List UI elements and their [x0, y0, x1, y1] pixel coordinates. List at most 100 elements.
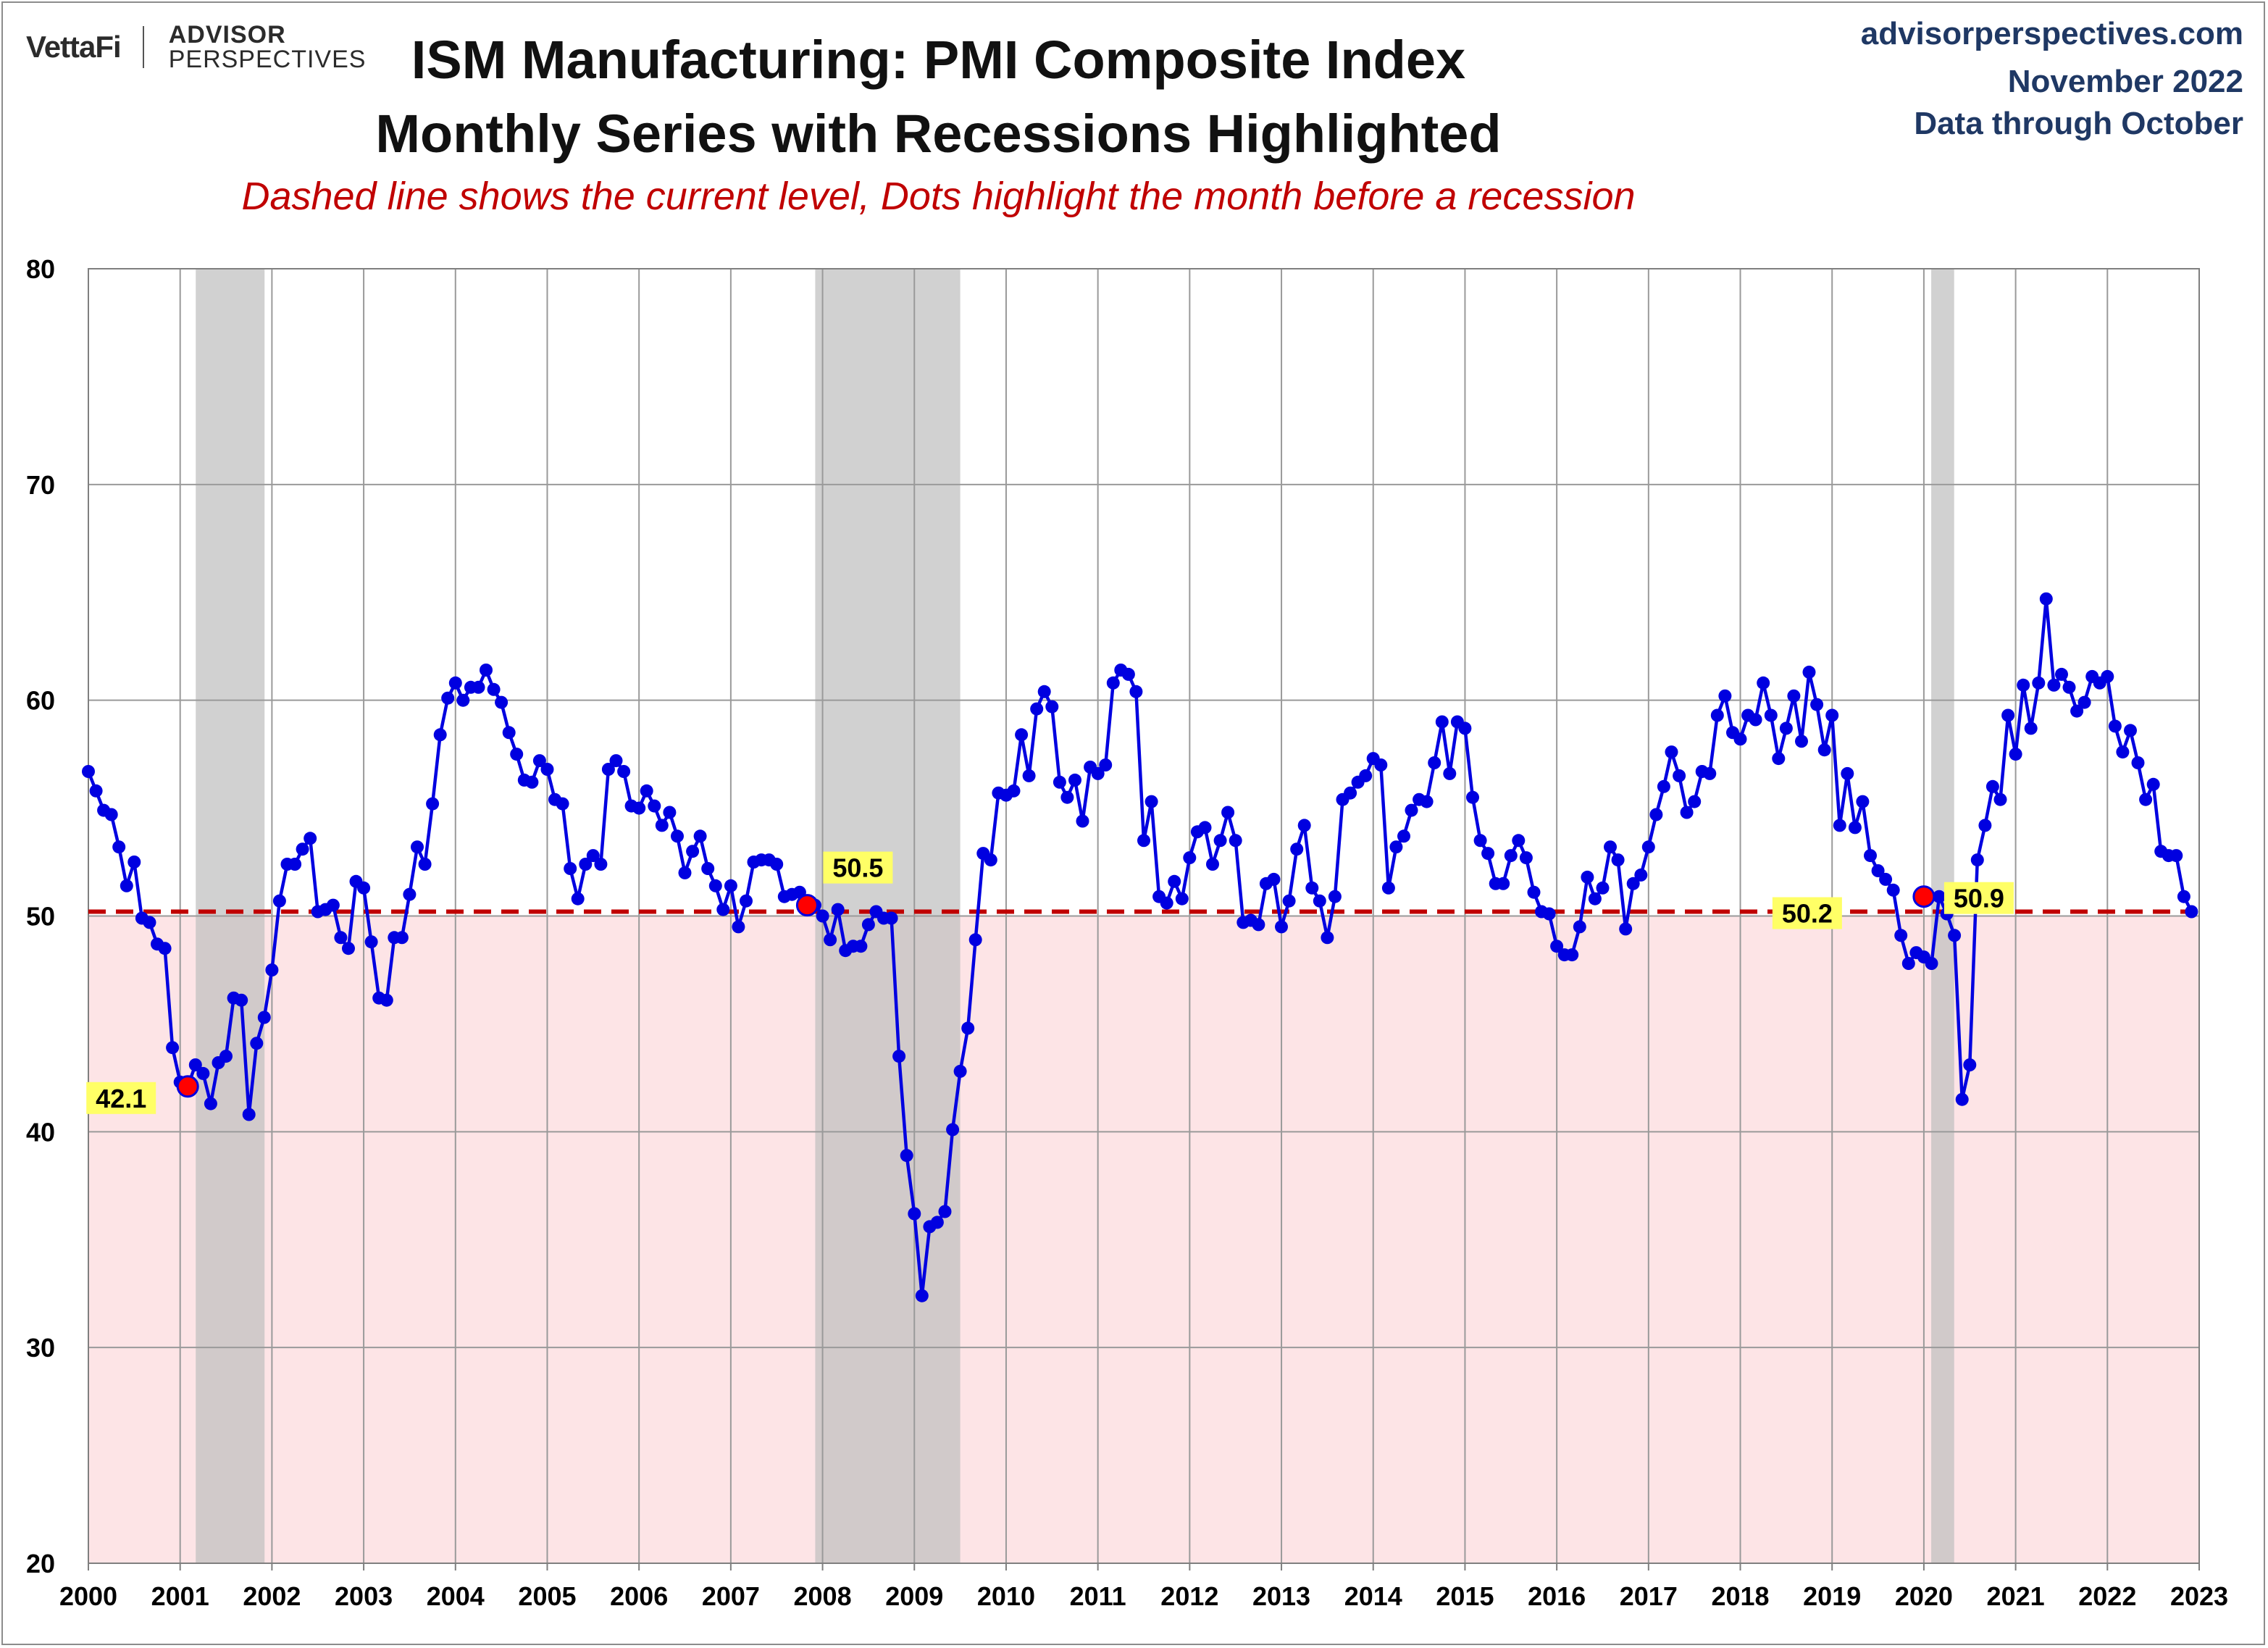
data-point	[532, 754, 546, 768]
current-level-label: 50.2	[1782, 899, 1833, 929]
data-point	[487, 682, 501, 696]
data-point	[82, 765, 95, 778]
data-point	[1275, 920, 1288, 934]
data-point	[1313, 894, 1326, 908]
data-point	[1481, 847, 1495, 861]
data-point	[732, 920, 745, 934]
data-point	[1007, 784, 1021, 798]
data-point	[655, 819, 669, 832]
data-point	[1221, 806, 1235, 819]
x-tick-label-2014: 2014	[1344, 1581, 1402, 1611]
data-point	[1473, 834, 1487, 848]
below-50-shading	[88, 916, 2199, 1563]
data-point	[716, 903, 730, 916]
data-point	[288, 858, 302, 871]
highlight-label-2-bg	[823, 851, 893, 884]
data-point	[127, 856, 141, 869]
chart-title-line2: Monthly Series with Recessions Highlight…	[375, 104, 1502, 164]
data-point	[617, 765, 631, 778]
data-point	[1129, 685, 1143, 698]
data-point	[1901, 957, 1915, 970]
source-data-through: Data through October	[1914, 106, 2243, 141]
data-point	[693, 829, 707, 843]
x-tick-label-2015: 2015	[1436, 1581, 1494, 1611]
data-point	[1933, 890, 1946, 903]
data-point	[1955, 1092, 1969, 1106]
data-point	[1657, 779, 1670, 793]
highlight-label-1: 42.1	[96, 1084, 146, 1113]
x-tick-label-2008: 2008	[794, 1581, 852, 1611]
data-point	[1649, 808, 1663, 821]
data-point	[1282, 894, 1296, 908]
data-point	[1565, 948, 1579, 962]
chart-title: ISM Manufacturing: PMI Composite Index	[411, 30, 1466, 90]
x-tick-label-2018: 2018	[1711, 1581, 1769, 1611]
data-point	[1825, 708, 1839, 722]
data-point	[158, 942, 172, 955]
source-site: advisorperspectives.com	[1860, 16, 2243, 51]
data-point	[1925, 957, 1938, 970]
data-point	[1795, 735, 1808, 748]
data-point	[701, 862, 715, 875]
data-point	[2169, 849, 2183, 863]
y-tick-label-50: 50	[26, 902, 55, 932]
y-tick-label-70: 70	[26, 470, 55, 500]
highlight-label-3: 50.9	[1954, 884, 2004, 913]
y-tick-label-80: 80	[26, 254, 55, 284]
x-tick-label-2016: 2016	[1528, 1581, 1586, 1611]
data-point	[1581, 870, 1594, 884]
data-point	[1710, 708, 1724, 722]
data-point	[930, 1216, 944, 1229]
data-point	[1381, 881, 1395, 895]
pre-recession-dot-2	[795, 894, 819, 917]
data-point	[426, 797, 440, 811]
data-point	[472, 680, 485, 694]
x-tick-label-2007: 2007	[702, 1581, 760, 1611]
data-point	[1512, 834, 1526, 848]
data-point	[2039, 592, 2053, 606]
data-point	[1810, 698, 1824, 711]
data-point	[2024, 721, 2038, 735]
x-tick-label-2012: 2012	[1160, 1581, 1218, 1611]
data-point	[188, 1058, 202, 1071]
data-point	[953, 1064, 967, 1078]
highlight-label-1-bg	[86, 1082, 156, 1114]
data-point	[1435, 715, 1449, 729]
data-point	[678, 866, 692, 879]
y-tick-label-60: 60	[26, 686, 55, 716]
data-point	[984, 853, 997, 867]
data-point	[938, 1205, 952, 1218]
data-point	[502, 726, 516, 740]
data-point	[724, 879, 737, 892]
x-tick-label-2000: 2000	[59, 1581, 117, 1611]
data-point	[143, 916, 156, 929]
data-point	[1970, 853, 1984, 867]
data-point	[816, 909, 829, 923]
vettafi-logo: VettaFi ADVISOR PERSPECTIVES	[26, 22, 366, 72]
x-tick-label-2004: 2004	[427, 1581, 485, 1611]
data-point	[594, 858, 608, 871]
data-point	[961, 1021, 975, 1035]
data-point	[900, 1149, 913, 1163]
data-point	[1229, 834, 1242, 848]
data-point	[1527, 885, 1541, 899]
data-point	[1673, 769, 1686, 782]
data-point	[1948, 929, 1962, 942]
logo-vettafi-text: VettaFi	[26, 30, 122, 64]
data-point	[1428, 756, 1441, 769]
data-point	[1290, 842, 1304, 856]
logo-divider	[142, 26, 144, 68]
data-point	[1160, 896, 1173, 910]
data-point	[296, 842, 309, 856]
data-point	[2108, 719, 2122, 733]
x-tick-label-2005: 2005	[518, 1581, 576, 1611]
data-point	[418, 858, 432, 871]
data-point	[1764, 708, 1778, 722]
data-point	[242, 1108, 256, 1121]
data-point	[1106, 676, 1120, 690]
highlight-label-2: 50.5	[832, 853, 883, 883]
data-point	[1359, 769, 1373, 782]
data-point	[556, 797, 569, 811]
data-point	[1749, 713, 1762, 727]
data-point	[1183, 851, 1197, 865]
